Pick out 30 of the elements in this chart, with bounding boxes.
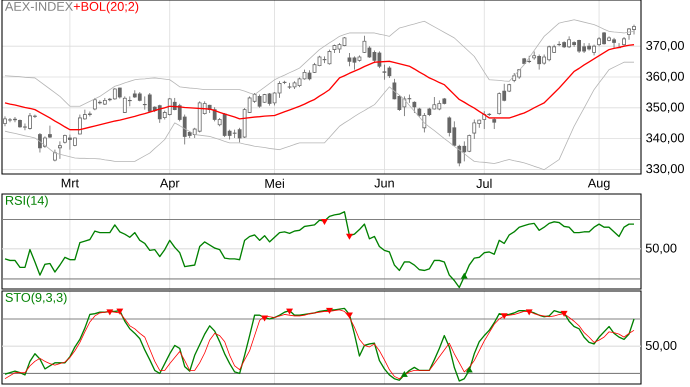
point <box>261 315 268 322</box>
point <box>401 371 408 377</box>
x-tick-label: Apr <box>160 178 180 190</box>
text: STO(9,3,3) <box>6 292 67 304</box>
x-tick-label: Mei <box>265 178 284 188</box>
point <box>346 312 353 318</box>
text: RSI(14) <box>6 196 48 208</box>
x-tick-label: Jul <box>476 178 492 188</box>
point <box>500 313 508 319</box>
text: 50,00 <box>646 340 676 352</box>
candlestick <box>53 149 57 162</box>
point <box>116 308 124 314</box>
point <box>526 309 532 316</box>
y-tick-label: 340,00 <box>646 133 684 144</box>
point <box>326 308 333 314</box>
point <box>466 366 473 372</box>
text: +BOL(20;2) <box>74 2 138 14</box>
y-tick-label: 360,00 <box>646 72 684 82</box>
y-tick-label: 350,00 <box>646 102 684 114</box>
y-tick-label: 370,00 <box>646 40 684 52</box>
point <box>286 308 293 314</box>
x-tick-label: Aug <box>588 178 610 190</box>
point <box>106 309 114 316</box>
chart-title: AEX-INDEX <box>4 2 73 11</box>
point <box>560 310 568 317</box>
y-tick-label: 330,00 <box>646 164 684 175</box>
text: 50,00 <box>646 244 676 254</box>
x-tick-label: Jun <box>374 178 394 188</box>
candlestick <box>58 140 62 160</box>
x-tick-label: Mrt <box>62 178 79 188</box>
